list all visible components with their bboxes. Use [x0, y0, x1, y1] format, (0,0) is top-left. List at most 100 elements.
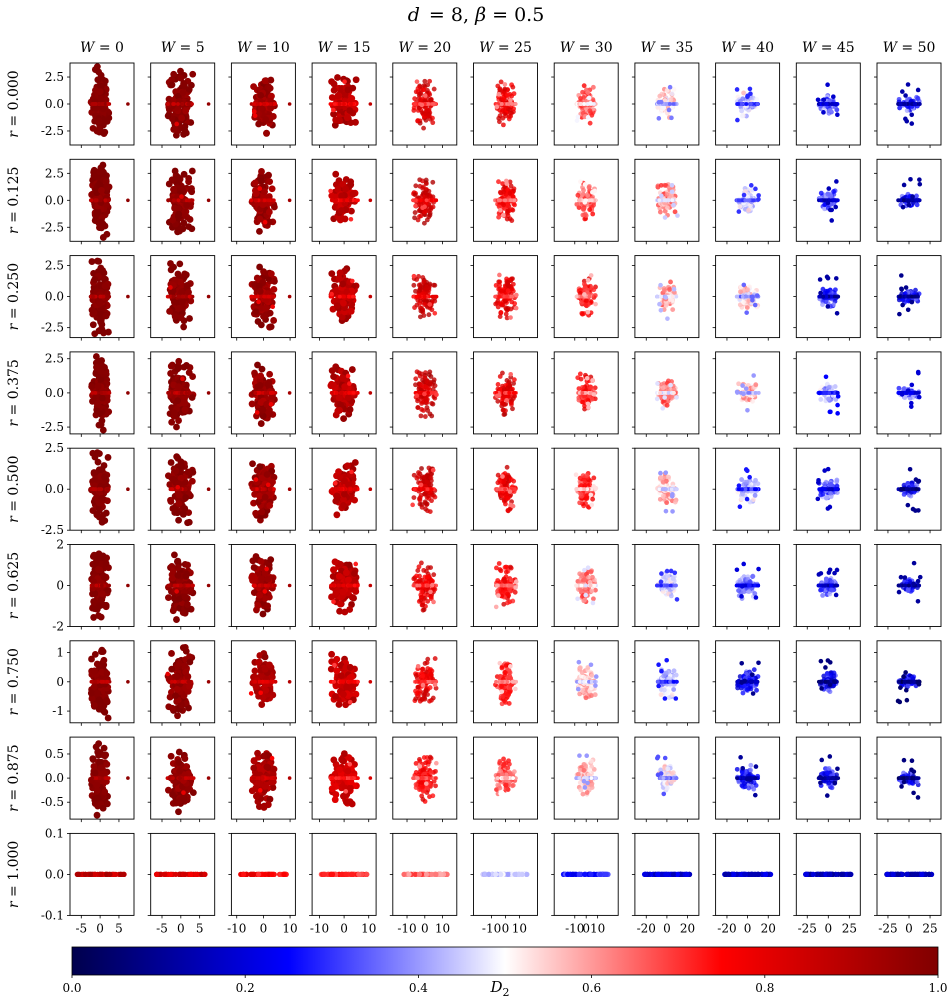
- data-point: [497, 208, 503, 213]
- data-point: [507, 102, 511, 106]
- data-point: [815, 97, 821, 103]
- data-point: [339, 198, 343, 203]
- data-point: [424, 405, 430, 410]
- data-point: [421, 83, 427, 89]
- data-point: [251, 109, 257, 115]
- points-r0-w3: [328, 74, 373, 129]
- data-point: [418, 97, 423, 103]
- scatter-panel-grid: 2.50.0-2.52.50.0-2.52.50.0-2.52.50.0-2.5…: [41, 62, 942, 935]
- data-point: [415, 118, 421, 123]
- data-point: [589, 198, 594, 203]
- data-point: [903, 116, 908, 122]
- data-point: [582, 211, 588, 217]
- data-point: [744, 294, 749, 299]
- data-point: [93, 209, 101, 216]
- data-point-outlier: [287, 294, 292, 299]
- data-point: [261, 77, 269, 85]
- data-point: [88, 383, 96, 390]
- data-point: [510, 194, 516, 200]
- data-point: [413, 203, 418, 209]
- data-point: [423, 384, 429, 390]
- data-point: [175, 205, 182, 213]
- panel-r2-w0: 2.50.0-2.5: [41, 255, 135, 341]
- data-point: [347, 307, 355, 315]
- data-point: [434, 198, 439, 203]
- data-point: [825, 82, 830, 88]
- data-point: [905, 82, 911, 87]
- data-point: [96, 316, 104, 324]
- data-point: [581, 281, 587, 287]
- data-point: [909, 294, 914, 299]
- data-point: [914, 198, 919, 203]
- data-point: [497, 374, 503, 379]
- data-point: [248, 400, 256, 408]
- data-point: [585, 278, 591, 283]
- data-point: [329, 391, 334, 395]
- data-point: [176, 260, 184, 268]
- data-point: [426, 112, 432, 118]
- data-point: [748, 102, 753, 106]
- data-point: [175, 417, 182, 424]
- data-point: [258, 365, 266, 373]
- data-point-outlier: [126, 391, 130, 395]
- data-point: [337, 294, 342, 299]
- points-r1-w2: [248, 168, 292, 235]
- panel-r2-w10: [874, 255, 942, 341]
- data-point: [106, 294, 111, 299]
- data-point: [265, 102, 270, 106]
- data-point: [171, 294, 176, 299]
- panel-r2-w2: [228, 255, 296, 341]
- data-point: [345, 198, 349, 203]
- data-point: [593, 301, 598, 307]
- data-point: [101, 294, 106, 299]
- data-point: [256, 215, 264, 223]
- data-point: [588, 101, 593, 106]
- data-point: [663, 295, 669, 300]
- data-point: [188, 167, 196, 175]
- data-point: [262, 102, 267, 106]
- data-point: [335, 275, 343, 283]
- panel-r0-w9: [793, 62, 861, 148]
- data-point: [415, 86, 421, 91]
- data-point: [670, 198, 675, 203]
- data-point: [496, 115, 502, 121]
- data-point: [585, 193, 591, 199]
- data-point: [739, 113, 745, 119]
- panel-r1-w8: [712, 158, 781, 245]
- data-point: [354, 198, 359, 203]
- data-point: [188, 394, 196, 401]
- panel-r1-w6: [551, 158, 619, 245]
- data-point: [666, 198, 671, 203]
- data-point: [833, 204, 839, 210]
- data-point: [180, 294, 185, 299]
- data-point: [94, 76, 102, 84]
- data-point: [514, 292, 519, 298]
- data-point: [97, 376, 105, 384]
- data-point: [256, 287, 264, 295]
- data-point: [93, 127, 101, 135]
- data-point: [260, 312, 267, 320]
- data-point: [429, 401, 435, 406]
- data-point: [496, 179, 501, 185]
- data-point: [95, 181, 103, 189]
- data-point: [167, 260, 174, 267]
- data-point: [668, 97, 674, 103]
- data-point: [581, 83, 587, 89]
- data-point: [271, 391, 275, 395]
- data-point: [426, 391, 431, 395]
- data-point: [343, 114, 351, 122]
- data-point: [414, 369, 420, 375]
- data-point: [735, 117, 740, 123]
- data-point: [575, 114, 581, 120]
- panel-r2-w4: [389, 255, 458, 341]
- data-point: [917, 198, 922, 203]
- points-r2-w6: [574, 273, 598, 318]
- data-point: [98, 224, 105, 232]
- data-point: [825, 200, 831, 206]
- panel-r0-w1: [147, 62, 216, 148]
- data-point: [416, 288, 422, 294]
- data-point: [259, 294, 264, 299]
- data-point: [505, 294, 509, 299]
- data-point: [505, 203, 510, 209]
- data-point: [503, 311, 509, 317]
